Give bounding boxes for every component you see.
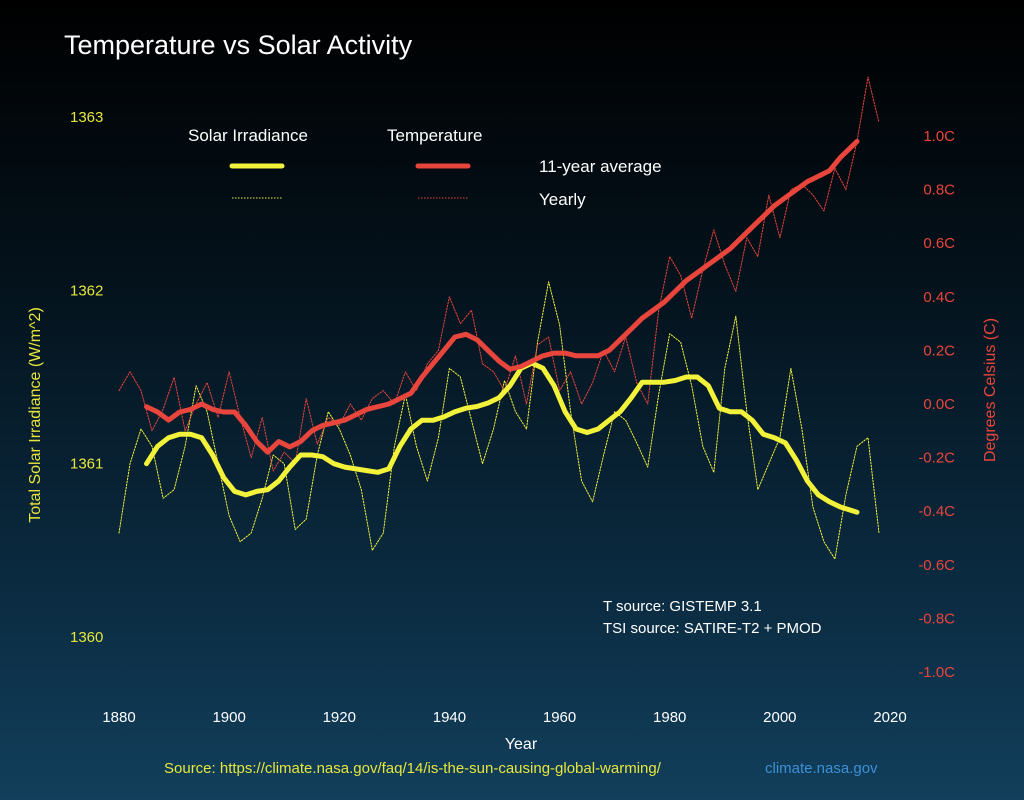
legend-header-temp: Temperature	[387, 126, 482, 145]
annotation-temp-source: T source: GISTEMP 3.1	[603, 598, 762, 615]
x-tick-label: 1920	[323, 709, 356, 726]
right-tick-label: 1.0C	[923, 128, 955, 145]
left-tick-label: 1360	[70, 629, 103, 646]
right-tick-label: 0.2C	[923, 342, 955, 359]
site-link[interactable]: climate.nasa.gov	[765, 760, 878, 777]
solar-yearly-line	[118, 281, 880, 560]
x-tick-label: 1980	[653, 709, 686, 726]
x-tick-label: 1940	[433, 709, 466, 726]
right-tick-label: 0.8C	[923, 182, 955, 199]
right-tick-label: -0.2C	[918, 450, 955, 467]
right-tick-label: -0.6C	[918, 557, 955, 574]
right-tick-label: -0.8C	[918, 610, 955, 627]
right-tick-label: 0.6C	[923, 235, 955, 252]
chart-title: Temperature vs Solar Activity	[64, 30, 413, 60]
left-tick-label: 1362	[70, 282, 103, 299]
x-tick-label: 1880	[102, 709, 135, 726]
annotation-tsi-source: TSI source: SATIRE-T2 + PMOD	[603, 620, 822, 637]
x-axis-label: Year	[505, 736, 538, 753]
right-axis-ticks: -1.0C -0.8C -0.6C -0.4C -0.2C 0.0C 0.2C 0.4C 0.6…	[918, 128, 955, 681]
x-tick-label: 2000	[763, 709, 796, 726]
legend-header-solar: Solar Irradiance	[188, 126, 308, 145]
solar-average-line	[144, 360, 860, 515]
legend: Solar Irradiance Temperature 11-year ave…	[188, 126, 662, 209]
right-tick-label: -0.4C	[918, 503, 955, 520]
right-tick-label: 0.4C	[923, 289, 955, 306]
right-axis-label: Degrees Celsius (C)	[982, 318, 999, 462]
source-url-link[interactable]: Source: https://climate.nasa.gov/faq/14/…	[164, 760, 662, 777]
legend-label-yearly: Yearly	[539, 190, 586, 209]
x-tick-label: 2020	[873, 709, 906, 726]
x-tick-label: 1900	[212, 709, 245, 726]
right-tick-label: -1.0C	[918, 664, 955, 681]
temperature-average-line	[144, 138, 860, 455]
left-tick-label: 1361	[70, 456, 103, 473]
x-tick-label: 1960	[543, 709, 576, 726]
series-layer	[118, 76, 880, 560]
right-tick-label: 0.0C	[923, 396, 955, 413]
legend-label-average: 11-year average	[539, 157, 662, 176]
x-axis-ticks: 1880 1900 1920 1940 1960 1980 2000 2020	[102, 709, 906, 726]
left-axis-label: Total Solar Irradiance (W/m^2)	[27, 307, 44, 523]
left-tick-label: 1363	[70, 109, 103, 126]
temperature-yearly-line	[118, 76, 880, 472]
left-axis-ticks: 1360 1361 1362 1363	[70, 109, 103, 646]
